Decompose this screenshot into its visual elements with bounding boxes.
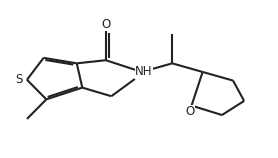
Text: NH: NH (135, 65, 153, 79)
Text: S: S (16, 73, 23, 86)
Text: O: O (101, 18, 110, 31)
Text: O: O (185, 105, 195, 118)
